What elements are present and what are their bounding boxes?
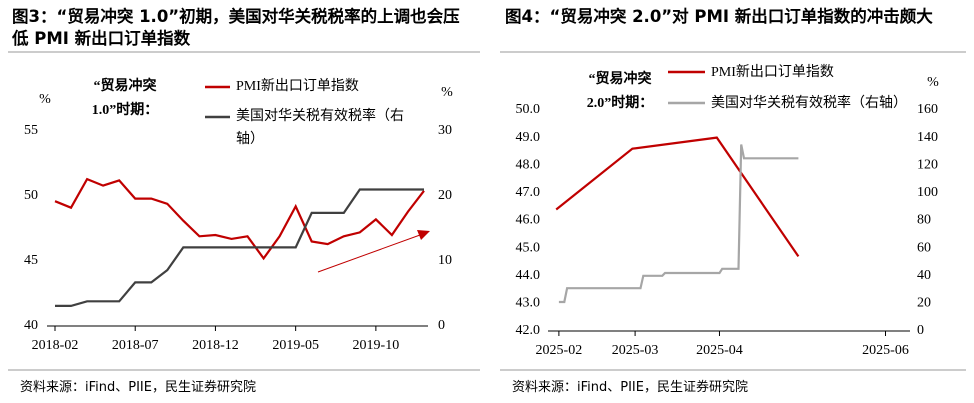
- y-tick-label: 47.0: [516, 185, 541, 200]
- y2-tick-label: 30: [438, 123, 452, 138]
- x-tick-label: 2025-03: [612, 343, 659, 358]
- y-tick-label: 48.0: [516, 157, 541, 172]
- x-tick-label: 2018-02: [32, 338, 79, 353]
- annotation: “贸易冲突 1.0”时期：: [91, 79, 159, 118]
- y2-axis-label: %: [441, 85, 453, 100]
- y2-tick-label: 80: [917, 213, 931, 228]
- annotation: “贸易冲突 2.0”时期：: [586, 72, 654, 111]
- x-tick-label: 2019-10: [353, 338, 400, 353]
- y-tick-label: 45: [24, 253, 38, 268]
- y-tick-label: 43.0: [516, 296, 541, 311]
- source: 资料来源：iFind、PIIE，民生证券研究院: [512, 380, 748, 395]
- annotation-arrow: [317, 234, 421, 273]
- y2-tick-label: 20: [438, 188, 452, 203]
- y2-tick-label: 160: [917, 102, 938, 117]
- x-tick-label: 2018-07: [112, 338, 159, 353]
- x-tick-label: 2025-04: [696, 343, 743, 358]
- x-tick-label: 2025-06: [862, 343, 909, 358]
- x-tick-label: 2018-12: [192, 338, 239, 353]
- legend-label: 美国对华关税有效税率（右轴）: [236, 109, 404, 147]
- y2-tick-label: 0: [917, 323, 924, 338]
- y2-tick-label: 60: [917, 240, 931, 255]
- y-axis-label: %: [39, 92, 51, 107]
- y2-tick-label: 20: [917, 296, 931, 311]
- y-tick-label: 46.0: [516, 213, 541, 228]
- y-tick-label: 42.0: [516, 323, 541, 338]
- x-tick-label: 2025-02: [536, 343, 583, 358]
- y2-axis-label: %: [927, 75, 939, 90]
- y-tick-label: 40: [24, 318, 38, 333]
- y2-tick-label: 140: [917, 130, 938, 145]
- y2-tick-label: 40: [917, 268, 931, 283]
- annotation-arrowhead: [417, 230, 430, 240]
- series-line: [558, 144, 799, 304]
- legend-label: 美国对华关税有效税率（右轴）: [711, 96, 907, 111]
- legend-label: PMI新出口订单指数: [711, 65, 834, 80]
- x-tick-label: 2019-05: [272, 338, 319, 353]
- y-tick-label: 49.0: [516, 130, 541, 145]
- y-tick-label: 55: [24, 123, 38, 138]
- chart-title: 图4：“贸易冲突 2.0”对 PMI 新出口订单指数的冲击颇大: [505, 7, 933, 26]
- legend-label: PMI新出口订单指数: [236, 79, 359, 94]
- series-line: [55, 188, 424, 307]
- y-tick-label: 50.0: [516, 102, 541, 117]
- series-line: [54, 177, 425, 261]
- y-tick-label: 45.0: [516, 240, 541, 255]
- chart-title: 图3：“贸易冲突 1.0”初期，美国对华关税税率的上调也会压低 PMI 新出口订…: [12, 7, 460, 48]
- y2-tick-label: 10: [438, 253, 452, 268]
- y-tick-label: 44.0: [516, 268, 541, 283]
- source: 资料来源：iFind、PIIE，民生证券研究院: [20, 380, 256, 395]
- y2-tick-label: 120: [917, 157, 938, 172]
- y-tick-label: 50: [24, 188, 38, 203]
- y2-tick-label: 100: [917, 185, 938, 200]
- series-line: [555, 136, 800, 258]
- y2-tick-label: 0: [438, 318, 445, 333]
